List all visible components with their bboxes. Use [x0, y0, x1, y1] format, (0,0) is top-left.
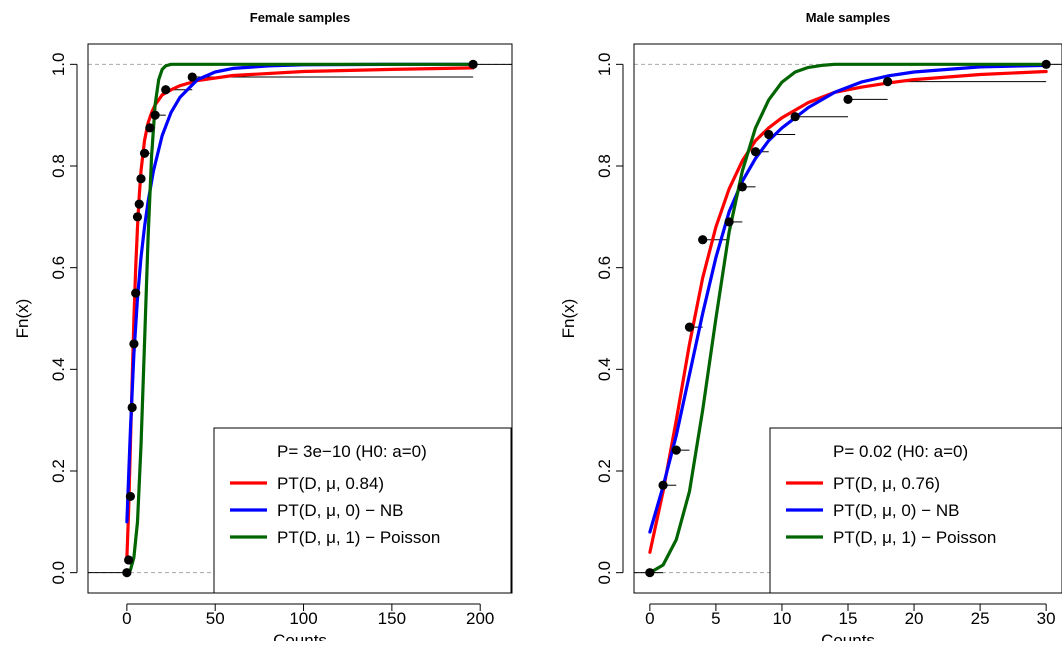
ecdf-point: [764, 129, 774, 140]
ecdf-point: [883, 77, 893, 87]
ecdf-point: [131, 288, 141, 298]
y-tick-label: 0.4: [49, 358, 68, 382]
x-tick-label: 0: [122, 609, 131, 628]
ecdf-point: [790, 112, 800, 122]
ecdf-point: [139, 148, 150, 158]
x-tick-label: 5: [711, 609, 720, 628]
y-tick-label: 0.2: [49, 459, 68, 483]
ecdf-point: [122, 568, 132, 578]
ecdf-point: [125, 491, 135, 502]
ecdf-point: [671, 445, 681, 455]
legend-label-0: PT(D, μ, 0.76): [833, 474, 940, 493]
y-tick-label: 0.0: [49, 561, 68, 585]
legend: P= 0.02 (H0: a=0) PT(D, μ, 0.76) PT(D, μ, …: [769, 427, 1062, 594]
legend-label-2: PT(D, μ, 1) − Poisson: [833, 528, 996, 547]
legend-header: P= 3e−10 (H0: a=0): [277, 442, 427, 461]
ecdf-point: [187, 72, 197, 82]
x-tick-label: 200: [466, 609, 494, 628]
x-tick-label: 100: [289, 609, 317, 628]
ecdf-point: [161, 85, 171, 95]
x-axis-label: Counts: [273, 631, 327, 641]
ecdf-point: [132, 212, 143, 222]
plot-area: [88, 59, 512, 578]
ecdf-point: [150, 110, 160, 120]
x-tick-label: 15: [839, 609, 858, 628]
chart-title: Male samples: [806, 10, 891, 25]
legend-label-2: PT(D, μ, 1) − Poisson: [277, 528, 440, 547]
ecdf-point: [1041, 59, 1051, 69]
x-tick-label: 150: [378, 609, 406, 628]
panel-female: Female samples 0 50 100 150 200 Counts 0.0 0.2 0.…: [13, 10, 513, 646]
series-line-1: [648, 63, 1048, 534]
x-tick-label: 10: [772, 609, 791, 628]
ecdf-point: [145, 123, 155, 133]
ecdf-point: [737, 182, 747, 192]
y-axis-label: Fn(x): [559, 299, 578, 339]
chart-title: Female samples: [250, 10, 350, 25]
ecdf-point: [658, 480, 668, 490]
ecdf-point: [843, 94, 853, 105]
legend-header: P= 0.02 (H0: a=0): [833, 442, 968, 461]
ecdf-point: [724, 217, 734, 227]
y-tick-label: 0.2: [595, 459, 614, 483]
y-tick-label: 0.8: [595, 154, 614, 178]
y-tick-label: 1.0: [595, 53, 614, 77]
y-tick-label: 1.0: [49, 53, 68, 77]
x-tick-label: 20: [905, 609, 924, 628]
legend-label-0: PT(D, μ, 0.84): [277, 474, 384, 493]
ecdf-point: [468, 59, 478, 69]
y-tick-label: 0.6: [595, 256, 614, 280]
ecdf-point: [134, 199, 144, 209]
legend-label-1: PT(D, μ, 0) − NB: [833, 501, 959, 520]
x-tick-label: 0: [645, 609, 654, 628]
y-tick-label: 0.6: [49, 256, 68, 280]
ecdf-point: [645, 568, 655, 578]
x-axis-label: Counts: [821, 631, 875, 641]
ecdf-point: [124, 555, 134, 565]
legend-label-1: PT(D, μ, 0) − NB: [277, 501, 403, 520]
y-tick-label: 0.8: [49, 154, 68, 178]
ecdf-point: [136, 174, 146, 184]
ecdf-point: [684, 322, 695, 332]
legend: P= 3e−10 (H0: a=0) PT(D, μ, 0.84) PT(D, μ,…: [213, 427, 512, 594]
ecdf-point: [750, 147, 761, 157]
ecdf-point: [127, 402, 137, 413]
panel-male: Male samples 0 5 10 15 20 25 30 Counts 0.0 0.2 0.4 0…: [559, 10, 1062, 646]
x-tick-label: 30: [1037, 609, 1056, 628]
series-line-2: [648, 62, 1048, 575]
y-axis-label: Fn(x): [13, 299, 32, 339]
y-tick-label: 0.4: [595, 358, 614, 382]
y-tick-label: 0.0: [595, 561, 614, 585]
ecdf-point: [129, 339, 139, 349]
ecdf-point: [698, 235, 708, 245]
x-tick-label: 25: [971, 609, 990, 628]
series-line-2: [125, 62, 475, 575]
x-tick-label: 50: [206, 609, 225, 628]
